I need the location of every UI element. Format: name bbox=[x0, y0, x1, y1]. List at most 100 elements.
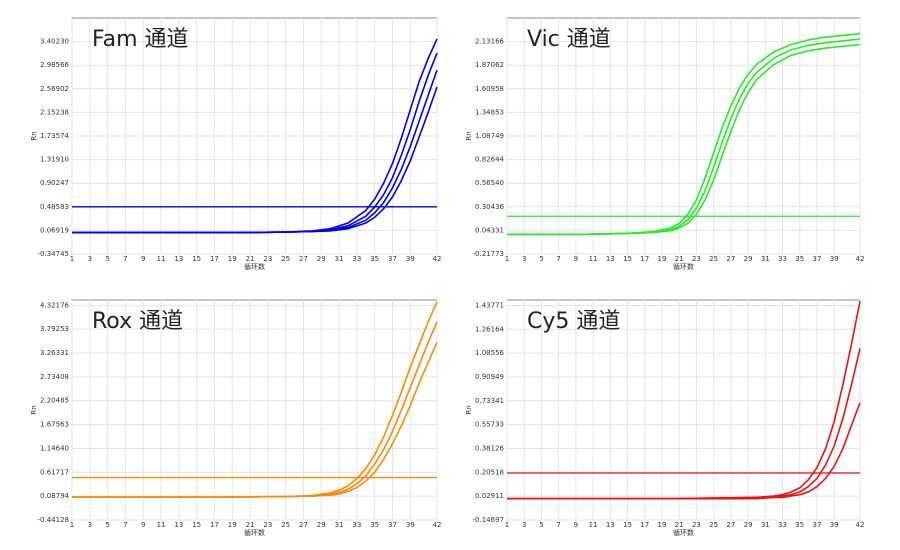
x-tick-label: 3 bbox=[88, 255, 92, 263]
x-tick-label: 31 bbox=[761, 255, 770, 263]
y-tick-label: 3.79253 bbox=[40, 325, 69, 333]
x-tick-label: 1 bbox=[70, 521, 74, 529]
x-tick-label: 3 bbox=[522, 255, 526, 263]
y-tick-label: 2.56902 bbox=[40, 85, 69, 93]
y-tick-label: 0.90247 bbox=[40, 179, 69, 187]
y-tick-label: 0.06919 bbox=[40, 226, 69, 234]
y-tick-label: 1.87062 bbox=[475, 61, 504, 69]
y-tick-label: 2.98566 bbox=[40, 61, 69, 69]
x-tick-label: 13 bbox=[606, 255, 615, 263]
x-tick-label: 35 bbox=[370, 255, 379, 263]
y-tick-label: -0.14697 bbox=[473, 516, 504, 524]
x-tick-label: 42 bbox=[856, 255, 865, 263]
y-tick-label: 1.08556 bbox=[475, 349, 504, 357]
x-tick-label: 23 bbox=[263, 521, 272, 529]
x-tick-label: 23 bbox=[692, 521, 701, 529]
x-tick-label: 17 bbox=[210, 255, 219, 263]
y-tick-label: 1.73574 bbox=[40, 132, 69, 140]
x-tick-label: 31 bbox=[335, 255, 344, 263]
x-tick-label: 5 bbox=[105, 255, 109, 263]
x-tick-label: 35 bbox=[795, 255, 804, 263]
x-tick-label: 42 bbox=[433, 255, 442, 263]
y-tick-label: 2.15238 bbox=[40, 108, 69, 116]
x-tick-label: 11 bbox=[157, 255, 166, 263]
x-tick-label: 39 bbox=[406, 521, 415, 529]
x-tick-label: 1 bbox=[505, 255, 509, 263]
y-tick-label: 1.67563 bbox=[40, 421, 69, 429]
amplification-curve bbox=[72, 342, 438, 498]
y-tick-label: 1.43771 bbox=[475, 301, 504, 309]
y-tick-label: 0.56540 bbox=[475, 179, 504, 187]
x-tick-label: 9 bbox=[141, 521, 145, 529]
x-tick-label: 15 bbox=[192, 255, 201, 263]
x-tick-label: 7 bbox=[556, 255, 560, 263]
y-tick-label: -0.44128 bbox=[38, 516, 69, 524]
x-tick-label: 33 bbox=[778, 255, 787, 263]
x-tick-label: 17 bbox=[640, 255, 649, 263]
x-tick-label: 11 bbox=[589, 521, 598, 529]
y-tick-label: 0.61717 bbox=[40, 468, 69, 476]
x-tick-label: 13 bbox=[174, 521, 183, 529]
x-tick-label: 23 bbox=[692, 255, 701, 263]
x-tick-label: 35 bbox=[795, 521, 804, 529]
x-tick-label: 31 bbox=[761, 521, 770, 529]
x-tick-label: 11 bbox=[589, 255, 598, 263]
y-axis-label: Rn bbox=[465, 131, 473, 140]
y-tick-label: 0.90949 bbox=[475, 373, 504, 381]
x-tick-label: 7 bbox=[123, 255, 127, 263]
y-tick-label: 0.38126 bbox=[475, 444, 504, 452]
y-tick-label: 4.32176 bbox=[40, 301, 69, 309]
x-tick-label: 21 bbox=[246, 521, 255, 529]
y-tick-label: 3.40230 bbox=[40, 38, 69, 46]
y-tick-label: 0.82644 bbox=[475, 156, 504, 164]
y-tick-label: 0.48583 bbox=[40, 203, 69, 211]
x-tick-label: 17 bbox=[210, 521, 219, 529]
x-tick-label: 1 bbox=[505, 521, 509, 529]
x-tick-label: 17 bbox=[640, 521, 649, 529]
x-tick-label: 19 bbox=[228, 521, 237, 529]
x-tick-label: 13 bbox=[174, 255, 183, 263]
y-tick-label: 1.60958 bbox=[475, 85, 504, 93]
x-tick-label: 25 bbox=[281, 521, 290, 529]
y-tick-label: 0.04331 bbox=[475, 226, 504, 234]
x-tick-label: 19 bbox=[658, 255, 667, 263]
x-tick-label: 39 bbox=[830, 521, 839, 529]
y-tick-label: 0.73341 bbox=[475, 397, 504, 405]
x-axis-label: 循环数 bbox=[244, 528, 265, 537]
x-tick-label: 21 bbox=[675, 255, 684, 263]
y-tick-label: 1.14640 bbox=[40, 444, 69, 452]
x-tick-label: 9 bbox=[141, 255, 145, 263]
y-tick-label: 0.02911 bbox=[475, 492, 504, 500]
y-tick-label: 1.26164 bbox=[475, 325, 504, 333]
x-tick-label: 19 bbox=[658, 521, 667, 529]
x-tick-label: 27 bbox=[726, 521, 735, 529]
y-axis-label: Rn bbox=[30, 405, 38, 414]
x-tick-label: 3 bbox=[522, 521, 526, 529]
x-tick-label: 33 bbox=[352, 521, 361, 529]
amplification-curve bbox=[507, 32, 861, 236]
x-tick-label: 37 bbox=[388, 521, 397, 529]
x-tick-label: 42 bbox=[856, 521, 865, 529]
x-tick-label: 37 bbox=[388, 255, 397, 263]
y-axis-label: Rn bbox=[465, 405, 473, 414]
x-tick-label: 11 bbox=[157, 521, 166, 529]
y-tick-label: 1.34853 bbox=[475, 108, 504, 116]
y-tick-label: 0.55733 bbox=[475, 421, 504, 429]
plot-area bbox=[71, 299, 438, 521]
x-tick-label: 37 bbox=[812, 255, 821, 263]
x-tick-label: 9 bbox=[574, 521, 578, 529]
x-tick-label: 42 bbox=[433, 521, 442, 529]
x-tick-label: 29 bbox=[744, 521, 753, 529]
x-tick-label: 27 bbox=[726, 255, 735, 263]
x-tick-label: 27 bbox=[299, 521, 308, 529]
x-tick-label: 1 bbox=[70, 255, 74, 263]
x-tick-label: 23 bbox=[263, 255, 272, 263]
y-tick-label: 3.26331 bbox=[40, 349, 69, 357]
x-tick-label: 13 bbox=[606, 521, 615, 529]
x-tick-label: 31 bbox=[335, 521, 344, 529]
chart-title: Fam 通道 bbox=[92, 27, 189, 52]
x-tick-label: 33 bbox=[352, 255, 361, 263]
y-tick-label: 1.08749 bbox=[475, 132, 504, 140]
y-tick-label: -0.21773 bbox=[473, 250, 504, 258]
